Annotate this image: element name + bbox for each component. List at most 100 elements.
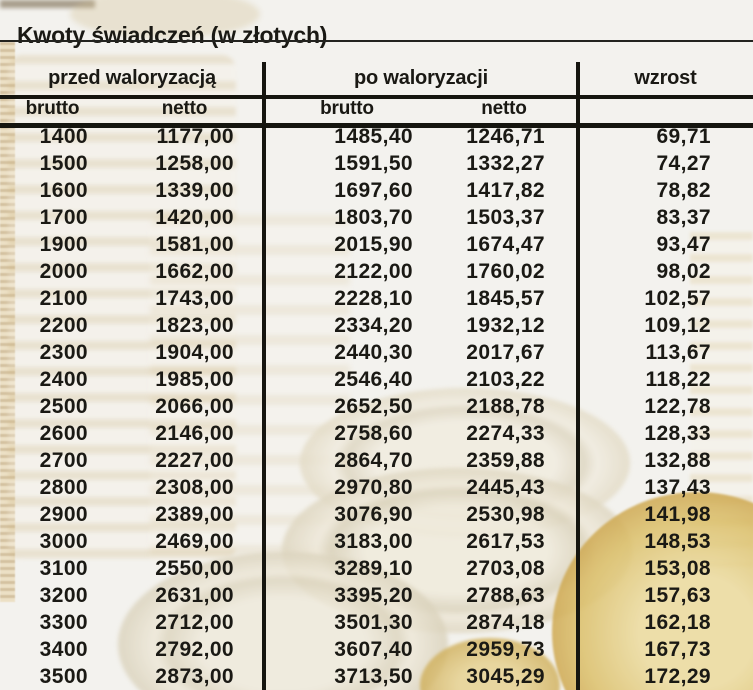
table-cell: 3395,20 — [334, 583, 413, 607]
table-cell: 2550,00 — [155, 556, 234, 580]
benefits-table: przed waloryzacją po waloryzacji wzrost … — [0, 62, 753, 690]
table-cell: 1743,00 — [155, 286, 234, 310]
table-cell: 1503,37 — [466, 205, 545, 229]
table-cell: 2300 — [39, 340, 88, 364]
table-cell: 2652,50 — [334, 394, 413, 418]
table-cell: 2900 — [39, 502, 88, 526]
table-cell: 2274,33 — [466, 421, 545, 445]
table-cell: 2874,18 — [466, 610, 545, 634]
table-cell: 3501,30 — [334, 610, 413, 634]
table-cell: 1500 — [39, 151, 88, 175]
table-cell: 3183,00 — [334, 529, 413, 553]
table-cell: 2122,00 — [334, 259, 413, 283]
table-cell: 3713,50 — [334, 664, 413, 688]
table-cell: 1803,70 — [334, 205, 413, 229]
table-cell: 167,73 — [644, 637, 711, 661]
table-cell: 2800 — [39, 475, 88, 499]
rule-below-group-headers — [0, 95, 753, 99]
page-title: Kwoty świadczeń (w złotych) — [17, 22, 328, 49]
table-cell: 2389,00 — [155, 502, 234, 526]
rule-below-subheaders — [0, 123, 753, 128]
table-cell: 3300 — [39, 610, 88, 634]
table-cell: 69,71 — [656, 124, 711, 148]
table-cell: 2400 — [39, 367, 88, 391]
table-cell: 1581,00 — [155, 232, 234, 256]
column-group-przed-waloryzacja: przed waloryzacją — [48, 67, 216, 89]
table-cell: 3400 — [39, 637, 88, 661]
subheader-brutto-po: brutto — [320, 98, 374, 119]
table-cell: 2600 — [39, 421, 88, 445]
table-cell: 2188,78 — [466, 394, 545, 418]
table-cell: 74,27 — [656, 151, 711, 175]
subheader-brutto-przed: brutto — [25, 98, 80, 119]
table-cell: 98,02 — [656, 259, 711, 283]
table-cell: 2500 — [39, 394, 88, 418]
table-cell: 2100 — [39, 286, 88, 310]
table-cell: 118,22 — [645, 367, 711, 391]
table-cell: 1697,60 — [334, 178, 413, 202]
table-cell: 2617,53 — [466, 529, 545, 553]
table-cell: 1400 — [39, 124, 88, 148]
table-cell: 2227,00 — [155, 448, 234, 472]
table-cell: 2066,00 — [155, 394, 234, 418]
table-cell: 113,67 — [645, 340, 711, 364]
table-cell: 162,18 — [644, 610, 711, 634]
table-cell: 2445,43 — [466, 475, 545, 499]
table-cell: 2959,73 — [466, 637, 545, 661]
table-cell: 2103,22 — [466, 367, 545, 391]
table-cell: 1985,00 — [155, 367, 234, 391]
table-cell: 3200 — [39, 583, 88, 607]
table-cell: 141,98 — [644, 502, 711, 526]
table-cell: 1258,00 — [155, 151, 234, 175]
table-cell: 2970,80 — [334, 475, 413, 499]
table-cell: 157,63 — [644, 583, 711, 607]
table-cell: 2712,00 — [155, 610, 234, 634]
vertical-divider-po-wzrost — [576, 62, 580, 690]
table-cell: 2000 — [39, 259, 88, 283]
table-cell: 153,08 — [644, 556, 711, 580]
table-cell: 2703,08 — [466, 556, 545, 580]
table-cell: 2359,88 — [466, 448, 545, 472]
vertical-divider-przed-po — [262, 62, 266, 690]
table-cell: 122,78 — [644, 394, 711, 418]
table-cell: 2440,30 — [334, 340, 413, 364]
table-cell: 1417,82 — [466, 178, 545, 202]
table-cell: 2792,00 — [155, 637, 234, 661]
table-cell: 83,37 — [656, 205, 711, 229]
table-cell: 1823,00 — [155, 313, 234, 337]
table-cell: 78,82 — [656, 178, 711, 202]
table-cell: 3607,40 — [334, 637, 413, 661]
table-cell: 2873,00 — [155, 664, 234, 688]
table-cell: 1932,12 — [466, 313, 545, 337]
subheader-netto-po: netto — [481, 98, 527, 119]
table-cell: 3045,29 — [466, 664, 545, 688]
table-cell: 2146,00 — [155, 421, 234, 445]
table-cell: 2015,90 — [334, 232, 413, 256]
table-cell: 1246,71 — [466, 124, 545, 148]
table-cell: 148,53 — [644, 529, 711, 553]
table-cell: 2758,60 — [334, 421, 413, 445]
table-cell: 2788,63 — [466, 583, 545, 607]
table-cell: 109,12 — [644, 313, 711, 337]
table-cell: 2469,00 — [155, 529, 234, 553]
table-cell: 2700 — [39, 448, 88, 472]
table-cell: 1332,27 — [466, 151, 545, 175]
table-cell: 2017,67 — [466, 340, 545, 364]
table-cell: 3289,10 — [334, 556, 413, 580]
subheader-wzrost-empty — [578, 95, 753, 123]
table-cell: 1662,00 — [155, 259, 234, 283]
table-cell: 1485,40 — [334, 124, 413, 148]
table-cell: 137,43 — [644, 475, 711, 499]
title-divider — [0, 40, 753, 42]
coin-shadow-top-left — [0, 0, 95, 8]
table-cell: 2200 — [39, 313, 88, 337]
table-cell: 1674,47 — [466, 232, 545, 256]
table-cell: 3000 — [39, 529, 88, 553]
table-cell: 2308,00 — [155, 475, 234, 499]
table-cell: 1760,02 — [466, 259, 545, 283]
table-cell: 2864,70 — [334, 448, 413, 472]
table-cell: 132,88 — [644, 448, 711, 472]
table-cell: 3100 — [39, 556, 88, 580]
table-cell: 1904,00 — [155, 340, 234, 364]
